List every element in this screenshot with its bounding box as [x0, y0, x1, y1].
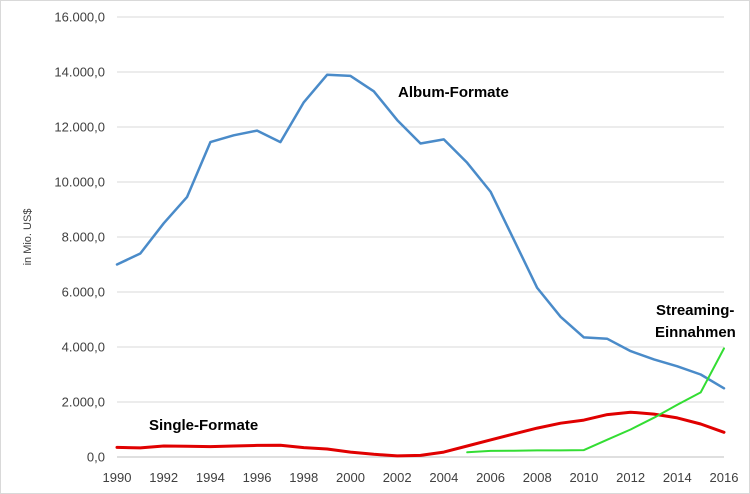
annotation-streaming-line2: Einnahmen — [655, 324, 736, 341]
x-tick-label: 2004 — [429, 470, 458, 485]
single-formate-line — [115, 410, 726, 458]
y-tick-label: 16.000,0 — [54, 10, 105, 25]
album-formate-line — [115, 73, 726, 390]
y-tick-label: 10.000,0 — [54, 175, 105, 190]
x-tick-label: 1998 — [289, 470, 318, 485]
x-tick-label: 2002 — [383, 470, 412, 485]
y-tick-label: 2.000,0 — [62, 395, 105, 410]
y-tick-label: 12.000,0 — [54, 120, 105, 135]
annotation-album-formate: Album-Formate — [398, 84, 509, 101]
x-tick-label: 2010 — [569, 470, 598, 485]
annotation-streaming-line1: Streaming- — [656, 302, 734, 319]
x-tick-label: 1994 — [196, 470, 225, 485]
streaming-einnahmen-line — [466, 347, 725, 454]
x-tick-label: 2012 — [616, 470, 645, 485]
x-tick-label: 1996 — [243, 470, 272, 485]
x-tick-label: 2006 — [476, 470, 505, 485]
x-tick-label: 2000 — [336, 470, 365, 485]
y-tick-label: 0,0 — [87, 450, 105, 465]
x-tick-label: 2016 — [710, 470, 739, 485]
x-tick-label: 2014 — [663, 470, 692, 485]
y-axis-title: in Mio. US$ — [22, 209, 34, 266]
gridlines — [117, 16, 724, 403]
annotation-single-formate: Single-Formate — [149, 417, 258, 434]
x-tick-label: 1990 — [103, 470, 132, 485]
y-tick-label: 14.000,0 — [54, 65, 105, 80]
y-tick-label: 8.000,0 — [62, 230, 105, 245]
series-lines — [115, 73, 726, 458]
y-tick-label: 4.000,0 — [62, 340, 105, 355]
x-tick-label: 2008 — [523, 470, 552, 485]
annotations: Album-Formate Single-Formate Streaming- … — [149, 84, 736, 434]
x-tick-label: 1992 — [149, 470, 178, 485]
y-tick-label: 6.000,0 — [62, 285, 105, 300]
axes: 0,0 2.000,0 4.000,0 6.000,0 8.000,0 10.000,0 1… — [54, 10, 738, 486]
